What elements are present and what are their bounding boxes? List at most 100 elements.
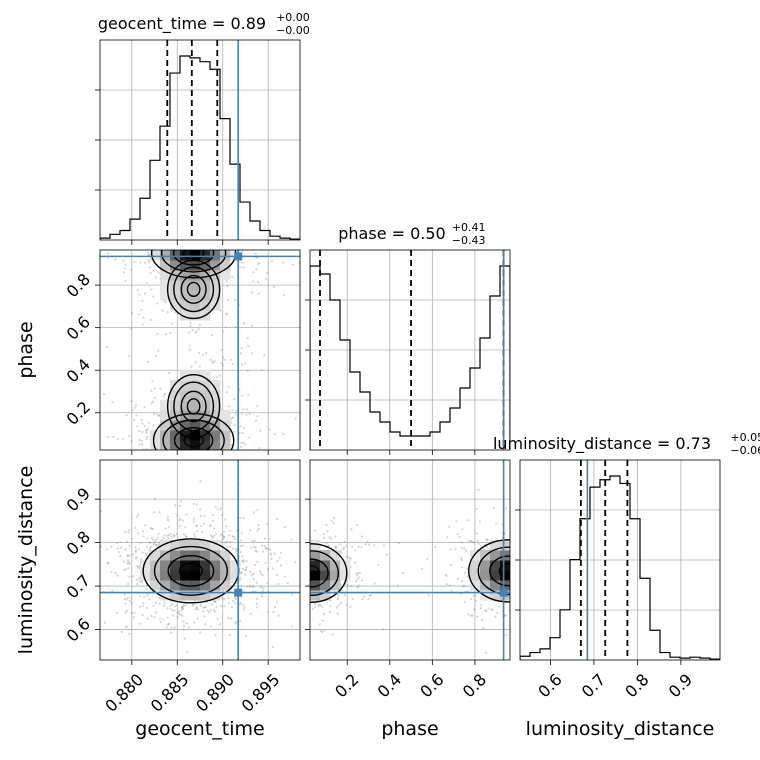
sample-point (281, 577, 283, 579)
sample-point (160, 224, 162, 226)
sample-point (139, 261, 142, 264)
x-axis-label-geocent_time: geocent_time (135, 718, 264, 740)
sample-point (209, 471, 211, 473)
sample-point (245, 566, 248, 569)
sample-point (143, 424, 146, 428)
y-tick-label: 0.2 (63, 397, 94, 428)
sample-point (291, 263, 294, 266)
sample-point (136, 582, 139, 586)
sample-point (168, 525, 171, 529)
sample-point (462, 585, 465, 588)
sample-point (258, 447, 261, 450)
sample-point (245, 472, 247, 474)
contour-line (186, 281, 201, 297)
sample-point (196, 461, 198, 463)
sample-point (150, 389, 153, 392)
sample-point (288, 561, 290, 563)
sample-point (125, 598, 128, 601)
sample-point (306, 575, 308, 577)
sample-point (537, 570, 539, 572)
sample-point (520, 564, 522, 566)
density-cell (200, 380, 211, 391)
sample-point (445, 574, 448, 577)
sample-point (128, 632, 131, 635)
sample-point (531, 506, 533, 508)
sample-point (139, 541, 142, 544)
sample-point (231, 245, 233, 247)
sample-point (225, 390, 228, 394)
sample-point (154, 601, 158, 604)
sample-point (251, 540, 254, 543)
sample-point (205, 217, 207, 219)
sample-point (475, 599, 478, 602)
sample-point (469, 540, 472, 543)
sample-point (178, 504, 182, 508)
sample-point (156, 413, 159, 416)
title-geocent_time: geocent_time = 0.89 +0.00−0.00 (98, 11, 310, 37)
density-cell (470, 570, 481, 581)
sample-point (148, 471, 150, 473)
sample-point (286, 511, 288, 513)
sample-point (314, 605, 317, 609)
sample-point (141, 323, 144, 326)
sample-point (454, 548, 457, 551)
sample-point (354, 580, 358, 583)
sample-point (243, 464, 245, 466)
sample-point (258, 550, 260, 552)
sample-point (121, 494, 123, 496)
sample-point (259, 569, 262, 573)
x-tick-label: 0.8 (621, 670, 652, 701)
sample-point (517, 590, 519, 592)
sample-point (221, 534, 224, 537)
density-cell (180, 570, 191, 581)
density-cell (190, 290, 201, 301)
sample-point (182, 628, 185, 631)
sample-point (163, 601, 166, 604)
sample-point (184, 535, 188, 538)
density-cell (210, 570, 221, 581)
sample-point (533, 611, 535, 613)
density-cell (330, 580, 341, 591)
sample-point (335, 606, 339, 609)
sample-point (149, 545, 153, 548)
sample-point (302, 538, 304, 540)
sample-point (477, 488, 480, 491)
density-cell (180, 250, 191, 261)
sample-point (159, 387, 162, 390)
title-text: geocent_time = 0.89 (98, 14, 266, 34)
sample-point (226, 464, 228, 466)
sample-point (234, 620, 238, 623)
sample-point (196, 456, 198, 458)
density-cell (160, 560, 171, 571)
sample-point (215, 376, 218, 379)
sample-point (211, 453, 213, 455)
density-cell (490, 560, 501, 571)
density-cell (160, 430, 171, 441)
sample-point (242, 441, 245, 444)
sample-point (146, 594, 149, 597)
sample-point (220, 349, 223, 352)
contour-line (153, 545, 228, 596)
sample-point (534, 582, 536, 584)
sample-point (193, 600, 196, 603)
sample-point (290, 573, 292, 575)
sample-point (284, 574, 286, 576)
sample-point (141, 422, 144, 425)
sample-point (273, 577, 275, 579)
sample-point (334, 547, 338, 550)
sample-point (356, 574, 359, 577)
sample-point (171, 609, 174, 612)
sample-point (276, 457, 278, 459)
sample-point (244, 568, 248, 572)
density-cell (200, 440, 211, 450)
sample-point (542, 547, 544, 549)
density-cell (160, 280, 171, 291)
sample-point (556, 588, 558, 590)
sample-point (152, 604, 155, 607)
sample-point (364, 543, 368, 546)
sample-point (242, 516, 245, 520)
sample-point (162, 536, 165, 539)
sample-point (541, 575, 543, 577)
contour-line (180, 390, 207, 423)
density-cell (160, 550, 171, 561)
